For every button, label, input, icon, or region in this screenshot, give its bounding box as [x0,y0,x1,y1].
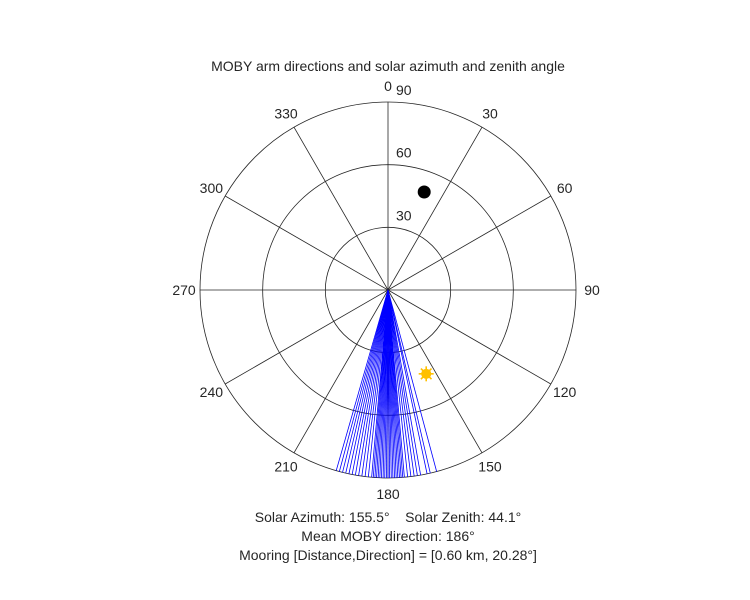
spoke-240 [224,289,389,385]
arm-line [367,289,389,478]
arm-line [345,289,389,474]
radial-tick-30: 30 [396,207,412,223]
angle-tick-270: 270 [172,282,196,298]
spoke-30 [387,126,483,291]
arm-line [387,289,418,476]
chart-title: MOBY arm directions and solar azimuth an… [211,58,565,74]
spoke-60 [387,195,552,291]
spoke-210 [293,289,389,454]
radial-tick-labels: 30 60 90 [396,82,412,223]
moby-arm-lines [335,289,438,478]
angle-tick-0: 0 [384,78,392,94]
arm-line [387,289,412,477]
angle-tick-180: 180 [376,486,400,502]
arm-line [387,289,428,474]
mooring-marker [417,185,431,199]
arm-line [358,289,389,476]
arm-line [387,289,409,478]
arm-line [371,289,389,478]
angle-tick-90: 90 [584,282,600,298]
arm-line [351,289,389,475]
spoke-330 [293,126,389,291]
arm-line [387,289,422,476]
arm-line [342,289,389,473]
angle-tick-300: 300 [200,180,224,196]
angle-tick-labels: 0 30 60 90 120 150 180 210 240 270 300 330 [172,78,600,502]
arm-line [354,289,389,476]
sun-marker [418,366,434,382]
angle-tick-120: 120 [553,384,577,400]
angle-tick-240: 240 [200,384,224,400]
arm-line [387,289,438,472]
arm-line [387,289,415,477]
arm-line [361,289,389,477]
arm-line [335,289,389,471]
mooring-info-text: Mooring [Distance,Direction] = [0.60 km,… [239,547,537,563]
angle-tick-60: 60 [557,180,573,196]
markers [417,185,434,382]
moby-direction-text: Mean MOBY direction: 186° [301,528,474,544]
spoke-300 [224,195,389,291]
angle-tick-330: 330 [274,105,298,121]
angle-tick-150: 150 [478,459,502,475]
angle-tick-210: 210 [274,459,298,475]
spoke-150 [387,289,483,454]
radial-tick-90: 90 [396,82,412,98]
spoke-120 [387,289,552,385]
arm-line [338,289,389,472]
arm-line [364,289,389,477]
radial-tick-60: 60 [396,145,412,161]
arm-line [348,289,389,474]
angle-tick-30: 30 [482,105,498,121]
solar-info-text: Solar Azimuth: 155.5° Solar Zenith: 44.1… [255,509,521,525]
arm-line [387,289,431,474]
